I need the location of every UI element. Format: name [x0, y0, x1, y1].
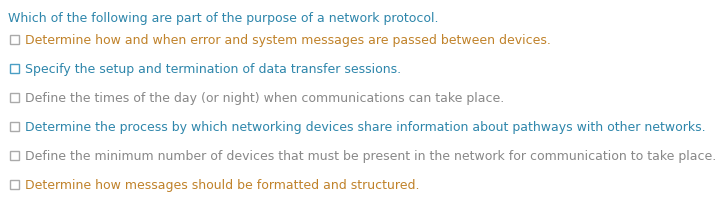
Text: Define the times of the day (or night) when communications can take place.: Define the times of the day (or night) w… — [25, 92, 504, 105]
Bar — [10, 64, 19, 73]
Bar — [10, 35, 19, 44]
Text: Determine how and when error and system messages are passed between devices.: Determine how and when error and system … — [25, 34, 551, 47]
Text: Determine how messages should be formatted and structured.: Determine how messages should be formatt… — [25, 179, 419, 192]
Bar — [10, 151, 19, 160]
Text: Determine the process by which networking devices share information about pathwa: Determine the process by which networkin… — [25, 121, 706, 134]
Bar — [10, 180, 19, 189]
Text: Define the minimum number of devices that must be present in the network for com: Define the minimum number of devices tha… — [25, 150, 716, 163]
Text: Specify the setup and termination of data transfer sessions.: Specify the setup and termination of dat… — [25, 63, 401, 76]
Text: Which of the following are part of the purpose of a network protocol.: Which of the following are part of the p… — [8, 12, 439, 25]
Bar — [10, 93, 19, 102]
Bar — [10, 122, 19, 131]
